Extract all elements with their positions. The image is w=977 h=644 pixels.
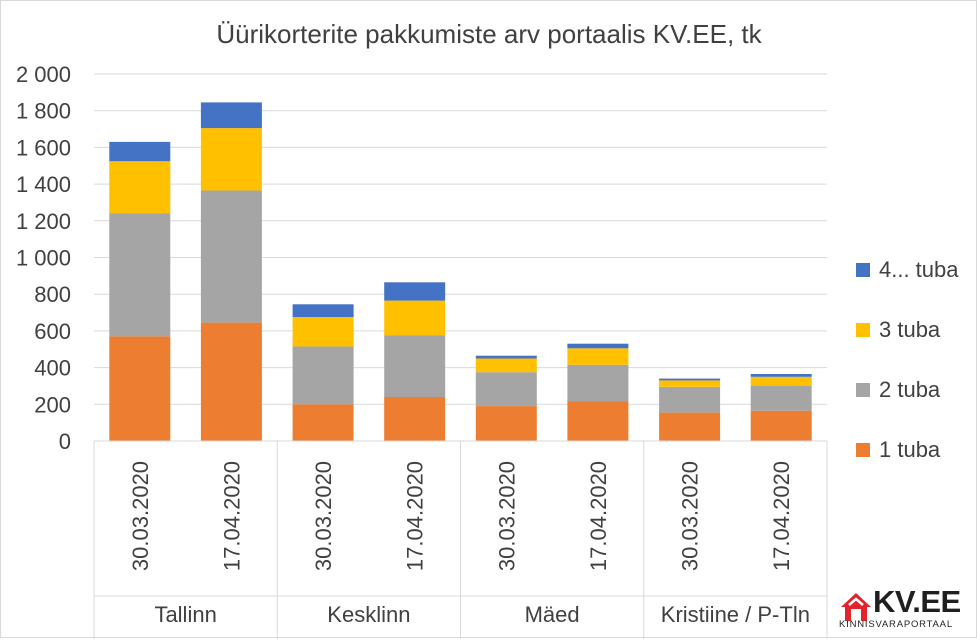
x-date-label: 30.03.2020 bbox=[494, 461, 519, 571]
x-group-label: Kesklinn bbox=[327, 602, 410, 627]
logo-word: KV.EE bbox=[873, 584, 961, 619]
bar-segment bbox=[750, 376, 812, 386]
bar-segment bbox=[384, 397, 446, 441]
x-date-label: 17.04.2020 bbox=[403, 461, 428, 571]
x-date-label: 17.04.2020 bbox=[219, 461, 244, 571]
bar-segment bbox=[109, 161, 171, 214]
x-date-label: 17.04.2020 bbox=[769, 461, 794, 571]
bar-segment bbox=[567, 364, 629, 402]
x-date-label: 17.04.2020 bbox=[586, 461, 611, 571]
bar-segment bbox=[475, 355, 537, 359]
x-group-label: Mäed bbox=[525, 602, 580, 627]
bar-segment bbox=[659, 380, 721, 387]
chart-title: Üürikorterite pakkumiste arv portaalis K… bbox=[216, 19, 762, 49]
bar-segment bbox=[109, 213, 171, 337]
bar-segment bbox=[384, 282, 446, 301]
legend-label: 2 tuba bbox=[879, 377, 941, 402]
y-tick-label: 600 bbox=[34, 319, 71, 344]
bar-segment bbox=[292, 346, 354, 405]
y-tick-label: 0 bbox=[59, 429, 71, 454]
y-tick-label: 1 000 bbox=[16, 246, 71, 271]
bar-segment bbox=[109, 336, 171, 441]
legend-label: 4... tuba bbox=[879, 257, 959, 282]
bar-segment bbox=[475, 372, 537, 407]
bar-segment bbox=[292, 304, 354, 318]
bar-segment bbox=[384, 300, 446, 336]
y-tick-label: 800 bbox=[34, 282, 71, 307]
legend-swatch bbox=[856, 323, 870, 337]
bar-segment bbox=[659, 412, 721, 441]
y-tick-label: 1 800 bbox=[16, 99, 71, 124]
bar-segment bbox=[750, 410, 812, 441]
y-tick-label: 2 000 bbox=[16, 62, 71, 87]
bar-segment bbox=[475, 406, 537, 441]
x-group-label: Kristiine / P-Tln bbox=[661, 602, 810, 627]
bar-segment bbox=[109, 141, 171, 162]
bar-segment bbox=[292, 404, 354, 441]
kv-ee-logo: KV.EE KINNISVARAPORTAAL bbox=[839, 584, 973, 635]
y-tick-label: 400 bbox=[34, 356, 71, 381]
bar-segment bbox=[659, 378, 721, 381]
legend-swatch bbox=[856, 443, 870, 457]
house-icon bbox=[839, 591, 873, 623]
legend-swatch bbox=[856, 383, 870, 397]
bar-segment bbox=[292, 317, 354, 347]
legend-swatch bbox=[856, 263, 870, 277]
x-date-label: 30.03.2020 bbox=[678, 461, 703, 571]
bar-segment bbox=[384, 335, 446, 397]
bar-segment bbox=[200, 128, 262, 191]
x-date-label: 30.03.2020 bbox=[311, 461, 336, 571]
bar-segment bbox=[659, 386, 721, 413]
bar-segment bbox=[750, 374, 812, 377]
bar-segment bbox=[200, 190, 262, 323]
legend-label: 1 tuba bbox=[879, 437, 941, 462]
y-tick-label: 200 bbox=[34, 392, 71, 417]
x-group-label: Tallinn bbox=[154, 602, 216, 627]
bar-segment bbox=[567, 348, 629, 365]
x-date-label: 30.03.2020 bbox=[128, 461, 153, 571]
y-tick-label: 1 200 bbox=[16, 209, 71, 234]
logo-tagline: KINNISVARAPORTAAL bbox=[839, 619, 953, 630]
legend-label: 3 tuba bbox=[879, 317, 941, 342]
y-tick-label: 1 600 bbox=[16, 135, 71, 160]
y-tick-label: 1 400 bbox=[16, 172, 71, 197]
bar-segment bbox=[475, 358, 537, 373]
bar-segment bbox=[567, 401, 629, 441]
bar-segment bbox=[200, 102, 262, 129]
bar-segment bbox=[200, 322, 262, 441]
bar-segment bbox=[567, 343, 629, 349]
bar-segment bbox=[750, 385, 812, 411]
